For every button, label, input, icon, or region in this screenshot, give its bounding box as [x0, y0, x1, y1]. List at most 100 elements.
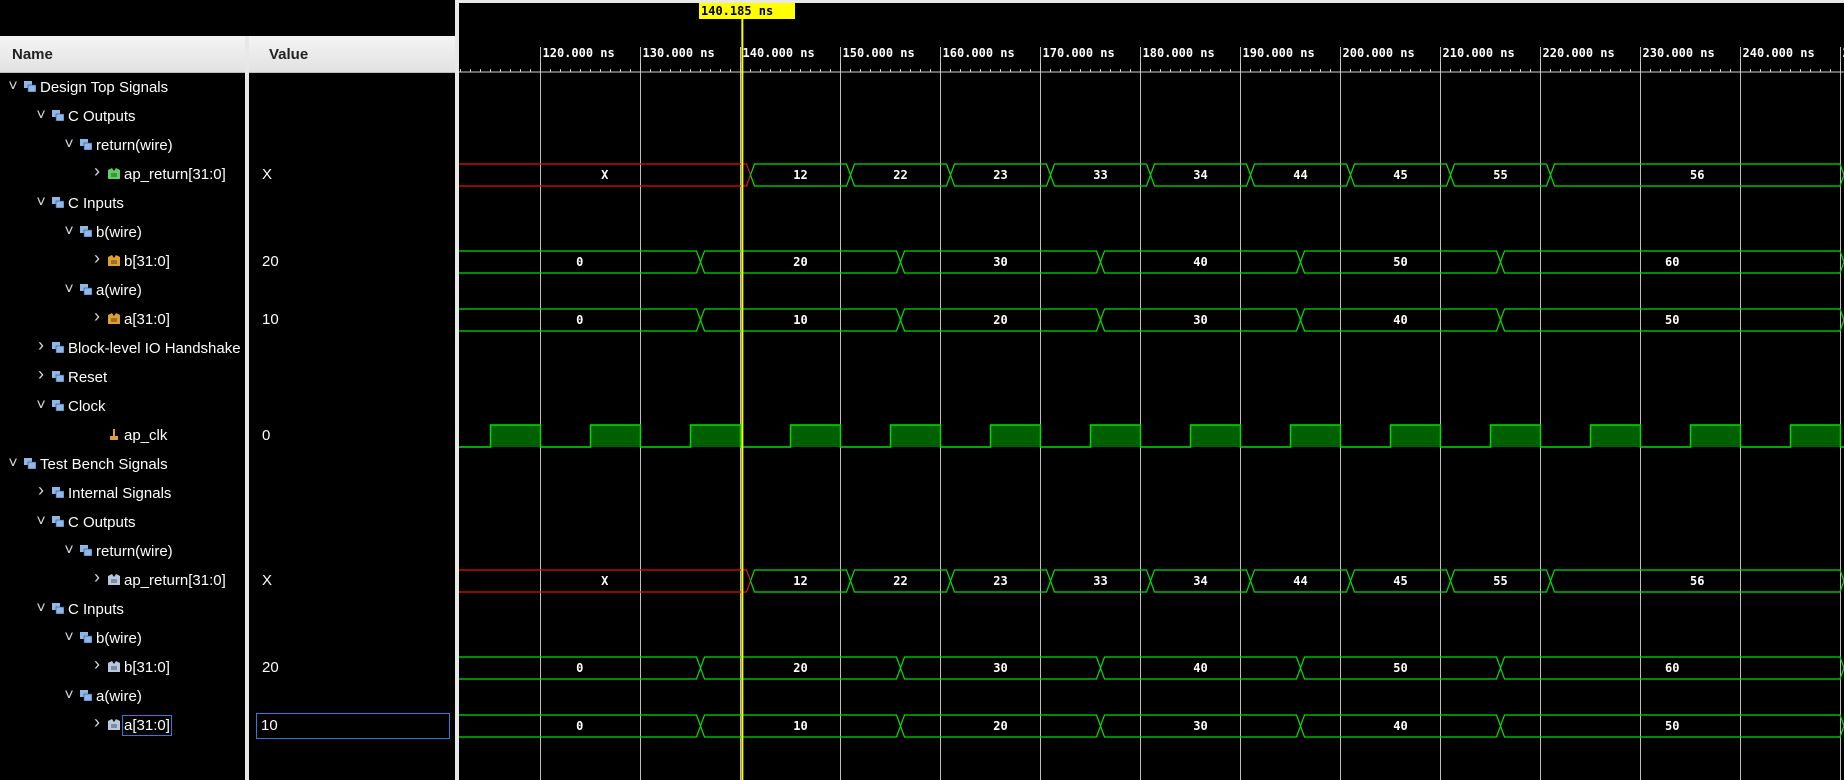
signal-row[interactable]: › ap_return[31:0]	[0, 567, 245, 596]
chevron-down-icon[interactable]: ˅	[64, 223, 74, 240]
chevron-down-icon[interactable]: ˅	[64, 281, 74, 298]
time-tick-label: 130.000 ns	[643, 46, 715, 60]
bus-in-icon	[108, 313, 120, 324]
signal-row[interactable]: ˅ C Outputs	[0, 509, 245, 538]
chevron-down-icon[interactable]: ˅	[64, 542, 74, 559]
signal-value-editor[interactable]: 10	[256, 713, 450, 739]
bus-value-label: 0	[576, 255, 583, 269]
signal-row[interactable]: ˅ return(wire)	[0, 538, 245, 567]
signal-row[interactable]: ˅ Test Bench Signals	[0, 451, 245, 480]
signal-name: b(wire)	[96, 224, 142, 241]
bus-value-label: 33	[1093, 168, 1107, 182]
bus-value-label: 60	[1665, 255, 1679, 269]
bus-value-label: 23	[993, 574, 1007, 588]
chevron-down-icon[interactable]: ˅	[36, 107, 46, 124]
name-column-header[interactable]: Name	[12, 46, 53, 63]
clock-high-pulse	[690, 425, 741, 447]
group-icon	[80, 632, 92, 643]
clock-high-pulse	[590, 425, 641, 447]
signal-row[interactable]: ˅ Design Top Signals	[0, 74, 245, 103]
signal-row[interactable]: ap_clk	[0, 422, 245, 451]
clock-waveform	[459, 424, 1844, 448]
signal-row[interactable]: ˅ return(wire)	[0, 132, 245, 161]
bus-value-label: 40	[1393, 313, 1407, 327]
signal-row[interactable]: ˅ b(wire)	[0, 625, 245, 654]
waveform-viewer[interactable]: 120.000 ns 130.000 ns 140.000 ns 150.000 ns…	[459, 3, 1844, 780]
signal-row[interactable]: ˅ C Inputs	[0, 596, 245, 625]
group-icon	[80, 226, 92, 237]
signal-row[interactable]: › Internal Signals	[0, 480, 245, 509]
bus-tb-icon	[108, 719, 120, 730]
bus-value-label: 56	[1690, 168, 1704, 182]
clock-high-pulse	[1290, 425, 1341, 447]
group-icon	[52, 516, 64, 527]
signal-row[interactable]: › b[31:0]	[0, 248, 245, 277]
chevron-right-icon[interactable]: ›	[94, 654, 100, 674]
bus-segment	[1499, 656, 1844, 680]
chevron-right-icon[interactable]: ›	[94, 567, 100, 587]
waveform-canvas[interactable]: 120.000 ns 130.000 ns 140.000 ns 150.000 ns…	[459, 3, 1844, 780]
group-icon	[52, 400, 64, 411]
signal-row[interactable]: ˅ C Inputs	[0, 190, 245, 219]
chevron-right-icon[interactable]: ›	[38, 480, 44, 500]
signal-name: a[31:0]	[122, 715, 172, 736]
signal-name: C Inputs	[68, 601, 124, 618]
bus-value-label: 30	[993, 255, 1007, 269]
bus-value-label: 10	[793, 719, 807, 733]
chevron-down-icon[interactable]: ˅	[8, 455, 18, 472]
chevron-down-icon[interactable]: ˅	[64, 629, 74, 646]
panel-splitter[interactable]	[455, 0, 459, 780]
chevron-right-icon[interactable]: ›	[94, 306, 100, 326]
signal-name: Clock	[68, 398, 106, 415]
group-icon	[52, 197, 64, 208]
signal-row[interactable]: ˅ a(wire)	[0, 277, 245, 306]
signal-row[interactable]: › Block-level IO Handshake	[0, 335, 245, 364]
bus-segment	[1499, 308, 1844, 332]
column-divider[interactable]	[245, 36, 249, 780]
clock-high-pulse	[1490, 425, 1541, 447]
signal-name: a(wire)	[96, 282, 142, 299]
signal-row[interactable]: ˅ b(wire)	[0, 219, 245, 248]
bus-value-label: 22	[893, 574, 907, 588]
chevron-right-icon[interactable]: ›	[94, 248, 100, 268]
value-column-header[interactable]: Value	[269, 46, 309, 63]
bus-segment	[1549, 569, 1844, 593]
chevron-right-icon[interactable]: ›	[38, 335, 44, 355]
chevron-down-icon[interactable]: ˅	[36, 194, 46, 211]
signal-row[interactable]: › a[31:0]	[0, 306, 245, 335]
bus-value-label: 20	[793, 255, 807, 269]
column-header-row: Name Value	[0, 36, 455, 73]
signal-row[interactable]: ˅ C Outputs	[0, 103, 245, 132]
cursor-time-flag[interactable]: 140.185 ns	[699, 3, 795, 19]
chevron-right-icon[interactable]: ›	[94, 712, 100, 732]
signal-row[interactable]: › b[31:0]	[0, 654, 245, 683]
signal-row[interactable]: ˅ Clock	[0, 393, 245, 422]
time-tick-label: 250.000 ns	[1843, 46, 1844, 60]
clock-high-pulse	[1190, 425, 1241, 447]
clock-high-pulse	[790, 425, 841, 447]
bus-value-label: 34	[1193, 574, 1207, 588]
bus-value-label: 30	[1193, 719, 1207, 733]
time-tick-label: 180.000 ns	[1143, 46, 1215, 60]
bus-segment	[1549, 163, 1844, 187]
chevron-down-icon[interactable]: ˅	[36, 397, 46, 414]
bus-value-label: X	[601, 574, 609, 588]
signal-value: X	[262, 166, 273, 183]
clock-high-pulse	[890, 425, 941, 447]
chevron-right-icon[interactable]: ›	[94, 161, 100, 181]
chevron-right-icon[interactable]: ›	[38, 364, 44, 384]
chevron-down-icon[interactable]: ˅	[36, 513, 46, 530]
bus-value-label: 45	[1393, 168, 1407, 182]
signal-value: 20	[262, 253, 279, 270]
chevron-down-icon[interactable]: ˅	[36, 600, 46, 617]
signal-name: b[31:0]	[124, 659, 170, 676]
chevron-down-icon[interactable]: ˅	[8, 78, 18, 95]
signal-name: return(wire)	[96, 543, 173, 560]
signal-row[interactable]: › Reset	[0, 364, 245, 393]
signal-row[interactable]: ˅ a(wire)	[0, 683, 245, 712]
chevron-down-icon[interactable]: ˅	[64, 687, 74, 704]
signal-row[interactable]: › ap_return[31:0]	[0, 161, 245, 190]
signal-row[interactable]: › a[31:0]	[0, 712, 245, 741]
bus-segment	[1499, 714, 1844, 738]
chevron-down-icon[interactable]: ˅	[64, 136, 74, 153]
